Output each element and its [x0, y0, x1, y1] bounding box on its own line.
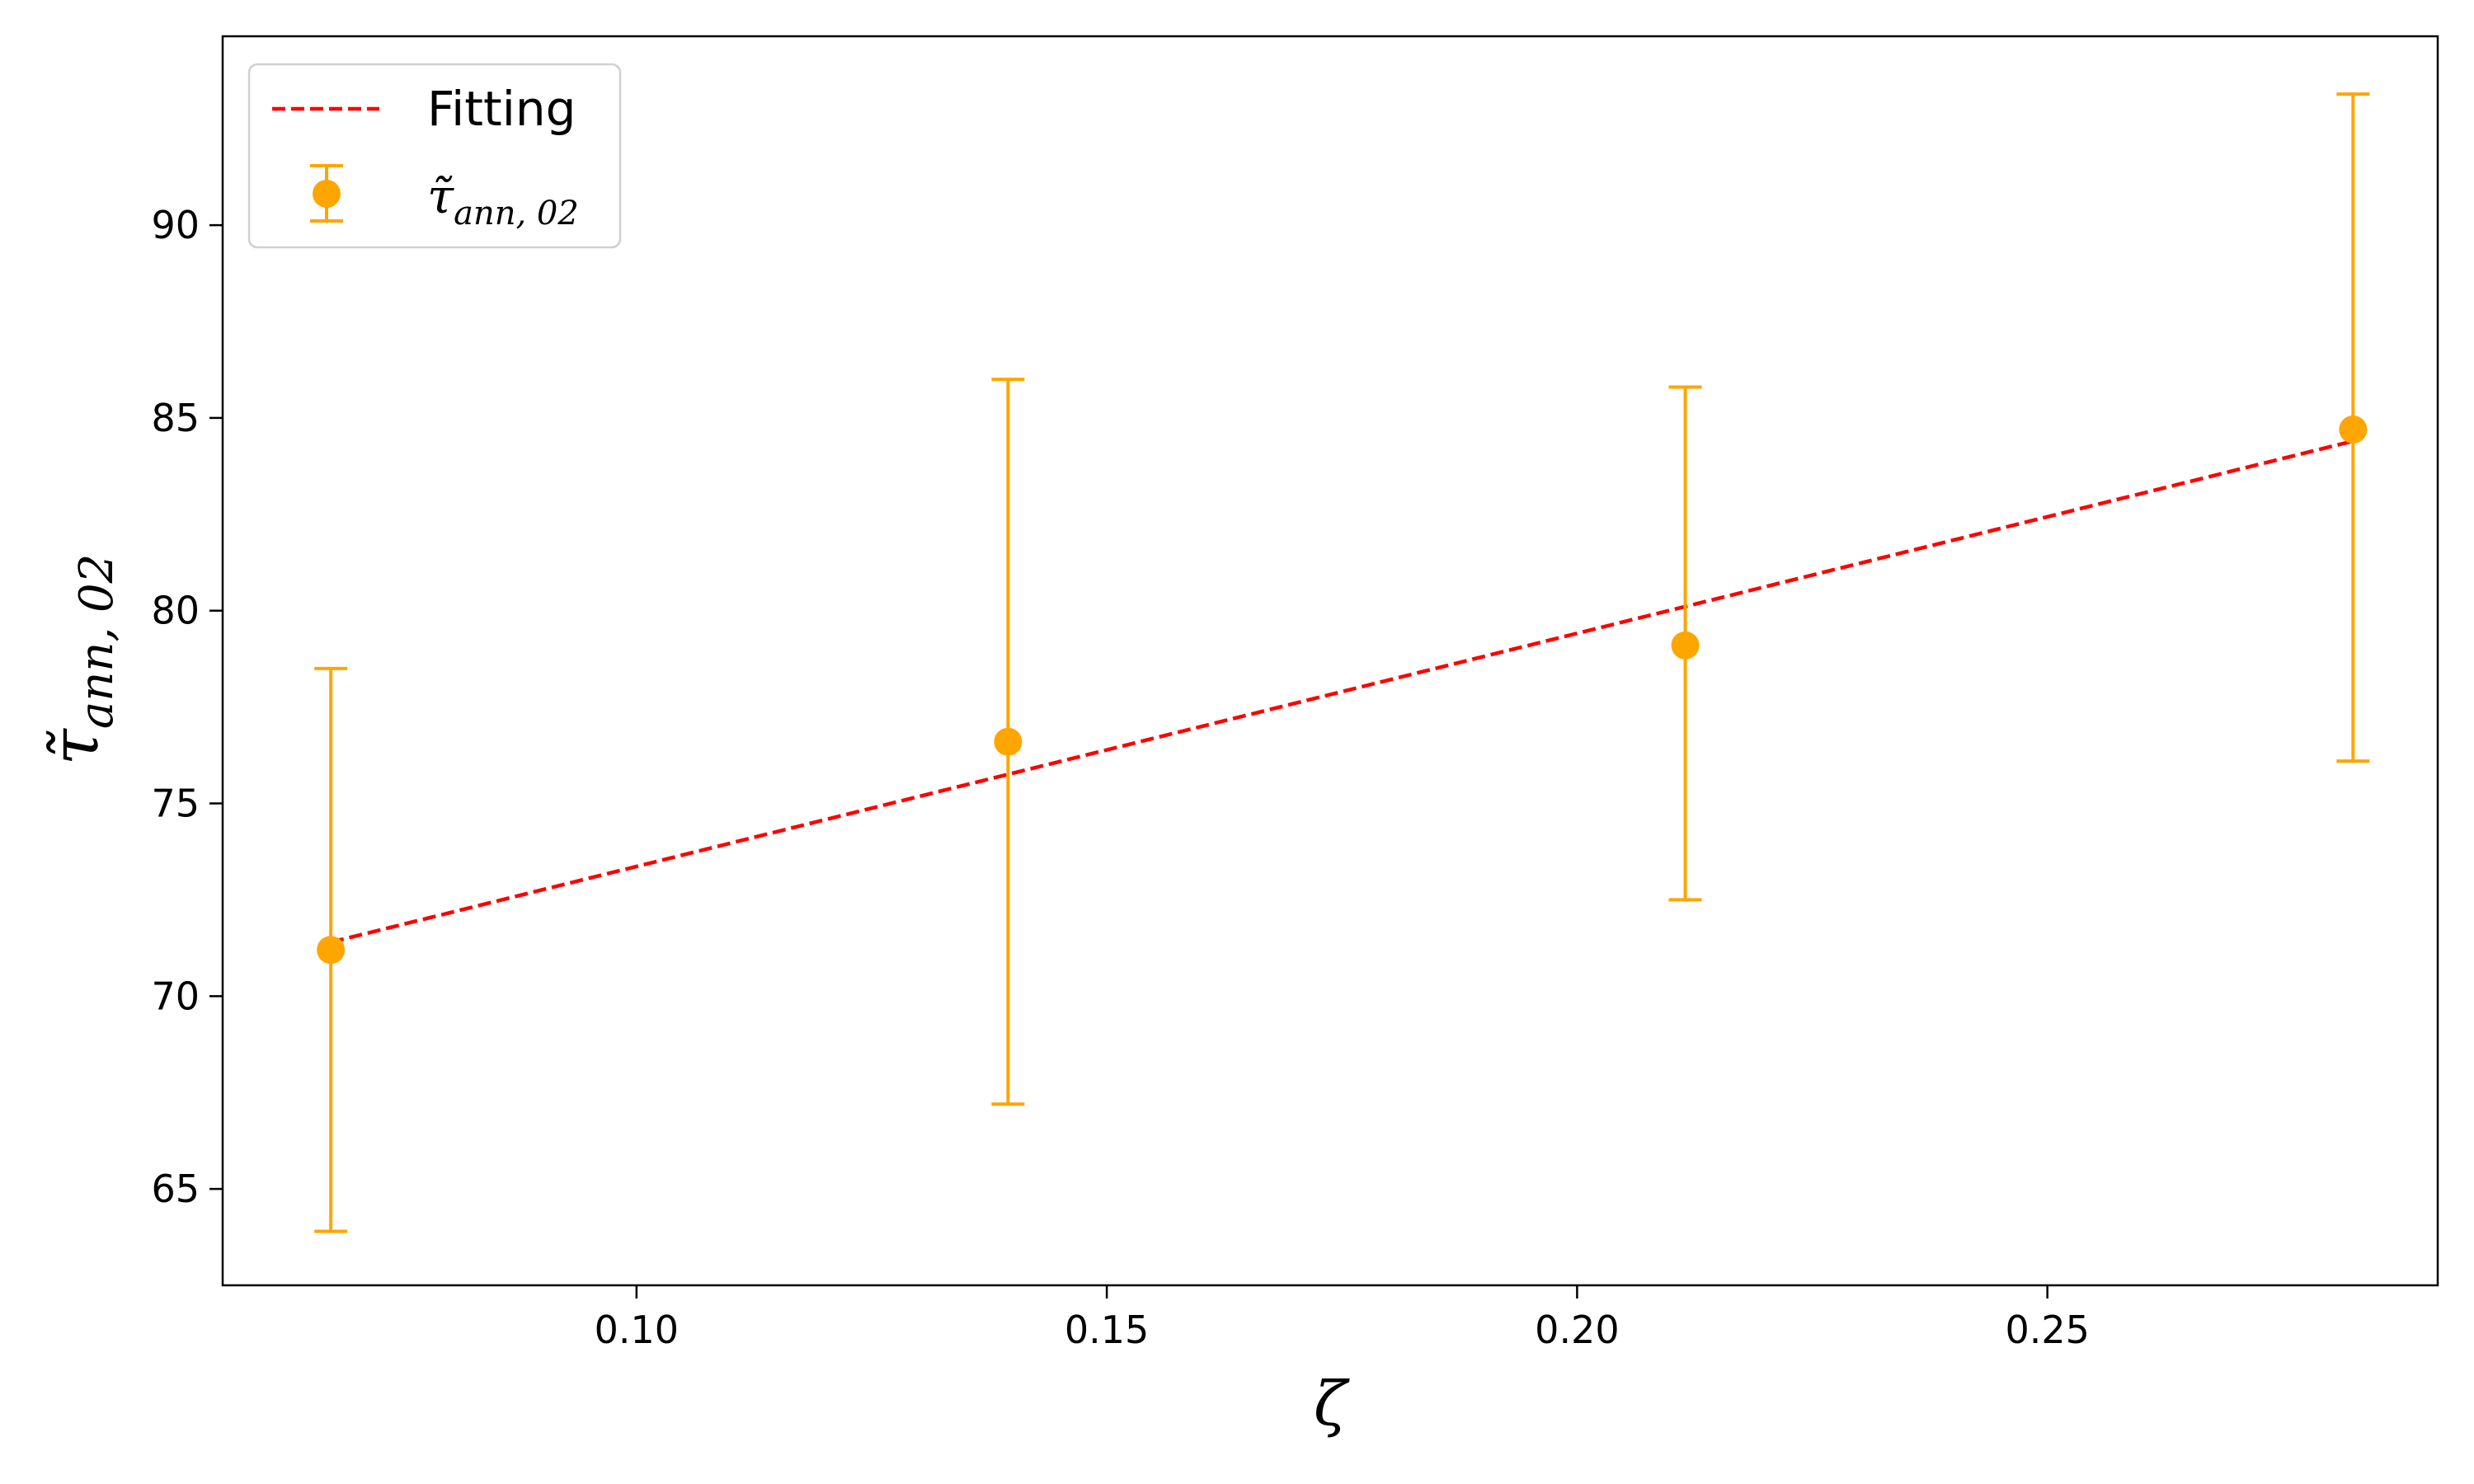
y-axis-label-symbol: τ̃	[36, 727, 113, 765]
legend-fitting-label: Fitting	[427, 81, 576, 137]
legend-errorbar-label: τ̃ann, 02	[427, 168, 579, 232]
x-tick-label: 0.20	[1535, 1308, 1619, 1352]
legend-errorbar-label-symbol: τ̃	[427, 168, 454, 224]
data-point	[1671, 631, 1700, 660]
x-tick-label: 0.10	[595, 1308, 679, 1352]
x-axis-ticks: 0.10 0.15 0.20 0.25	[595, 1285, 2090, 1352]
data-point	[994, 727, 1023, 756]
data-point	[317, 936, 346, 965]
legend: Fitting τ̃ann, 02	[247, 63, 622, 249]
x-tick-label: 0.25	[2005, 1308, 2089, 1352]
y-axis-label: τ̃ann, 02	[36, 554, 124, 766]
legend-errorbar-label-subscript: ann, 02	[454, 195, 579, 232]
plot-area	[221, 35, 2439, 1287]
x-axis-label: ζ	[1314, 1369, 1350, 1439]
legend-errorbar-swatch	[310, 164, 343, 223]
errorbar-layer	[314, 92, 2370, 1233]
y-tick-label: 75	[151, 782, 200, 826]
y-tick-label: 70	[151, 974, 200, 1018]
y-axis-label-subscript: ann, 02	[70, 554, 124, 729]
y-tick-label: 80	[151, 589, 200, 633]
y-tick-label: 85	[151, 396, 200, 440]
x-tick-label: 0.15	[1065, 1308, 1149, 1352]
y-axis-ticks: 65 70 75 80 85 90	[151, 203, 223, 1211]
fitting-line-layer	[330, 439, 2354, 945]
y-tick-label: 65	[151, 1167, 200, 1211]
fitting-line	[330, 439, 2354, 945]
data-point	[2339, 415, 2368, 444]
y-tick-label: 90	[151, 203, 200, 247]
